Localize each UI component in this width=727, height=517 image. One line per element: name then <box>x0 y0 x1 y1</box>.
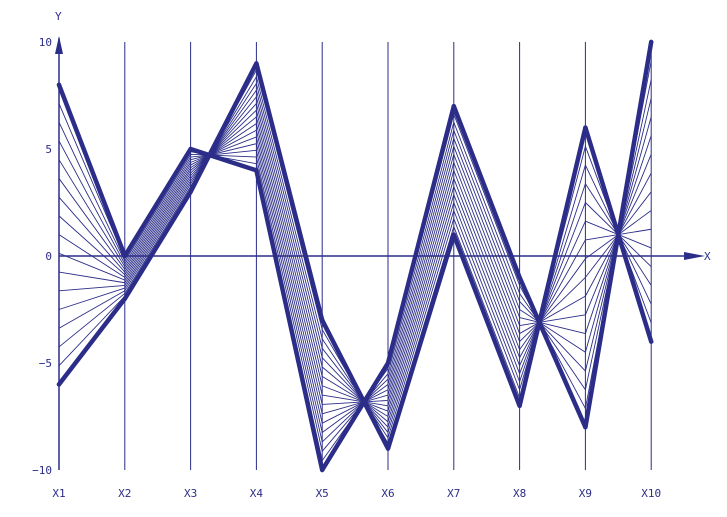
series-point <box>122 296 128 301</box>
series-point <box>517 275 522 280</box>
interpolated-line <box>58 123 652 405</box>
series-point <box>385 446 391 451</box>
x-axis-arrow-icon <box>684 252 705 260</box>
x-tick-label: X10 <box>641 487 661 500</box>
x-axis-label: X <box>704 250 711 263</box>
series-lines <box>56 39 654 473</box>
series-point <box>583 425 588 430</box>
interpolated-line <box>58 96 652 423</box>
x-tick-label: X3 <box>184 487 197 500</box>
y-tick-label: −5 <box>39 357 52 370</box>
series-point <box>254 61 259 66</box>
series-point <box>56 382 62 387</box>
series-point <box>451 104 456 109</box>
x-tick-label: X7 <box>447 487 460 500</box>
x-tick-label: X5 <box>316 487 329 500</box>
interpolated-line <box>58 116 652 407</box>
series-point <box>451 232 456 237</box>
series-point <box>122 253 128 259</box>
x-tick-label: X4 <box>250 487 264 500</box>
interpolated-line <box>58 135 652 424</box>
series-point <box>254 168 259 173</box>
x-tick-label: X8 <box>513 487 526 500</box>
interpolated-line <box>58 116 652 433</box>
y-tick-label: −10 <box>32 464 52 477</box>
axes: Y X <box>55 10 711 470</box>
interpolated-line <box>58 98 652 443</box>
series-point <box>188 189 193 194</box>
series-point <box>385 360 391 366</box>
x-tick-label: X2 <box>118 487 131 500</box>
series-point <box>320 318 325 323</box>
x-tick-label: X9 <box>579 487 592 500</box>
x-tick-label: X6 <box>381 487 394 500</box>
series-line-1 <box>56 39 654 473</box>
y-axis-arrow-icon <box>55 36 63 54</box>
series-point <box>56 82 62 88</box>
x-tick-label: X1 <box>52 487 65 500</box>
series-point <box>583 125 588 130</box>
y-axis-label: Y <box>55 10 62 23</box>
series-line-2 <box>56 61 654 451</box>
series-point <box>188 146 193 152</box>
y-tick-label: 0 <box>45 250 52 263</box>
tick-labels: X1 X2 X3 X4 X5 X6 X7 X8 X9 X10 10 5 0 −5 −10 <box>32 36 661 500</box>
interpolated-line <box>58 109 652 412</box>
interpolated-line <box>58 103 652 417</box>
y-tick-label: 5 <box>45 143 52 156</box>
interpolated-line <box>58 83 652 433</box>
series-point <box>517 403 522 408</box>
y-tick-label: 10 <box>39 36 52 49</box>
series-point <box>320 467 325 473</box>
series-point <box>649 39 654 45</box>
interpolated-line <box>58 89 652 428</box>
series-point <box>649 339 654 344</box>
interpolated-line <box>58 129 652 415</box>
